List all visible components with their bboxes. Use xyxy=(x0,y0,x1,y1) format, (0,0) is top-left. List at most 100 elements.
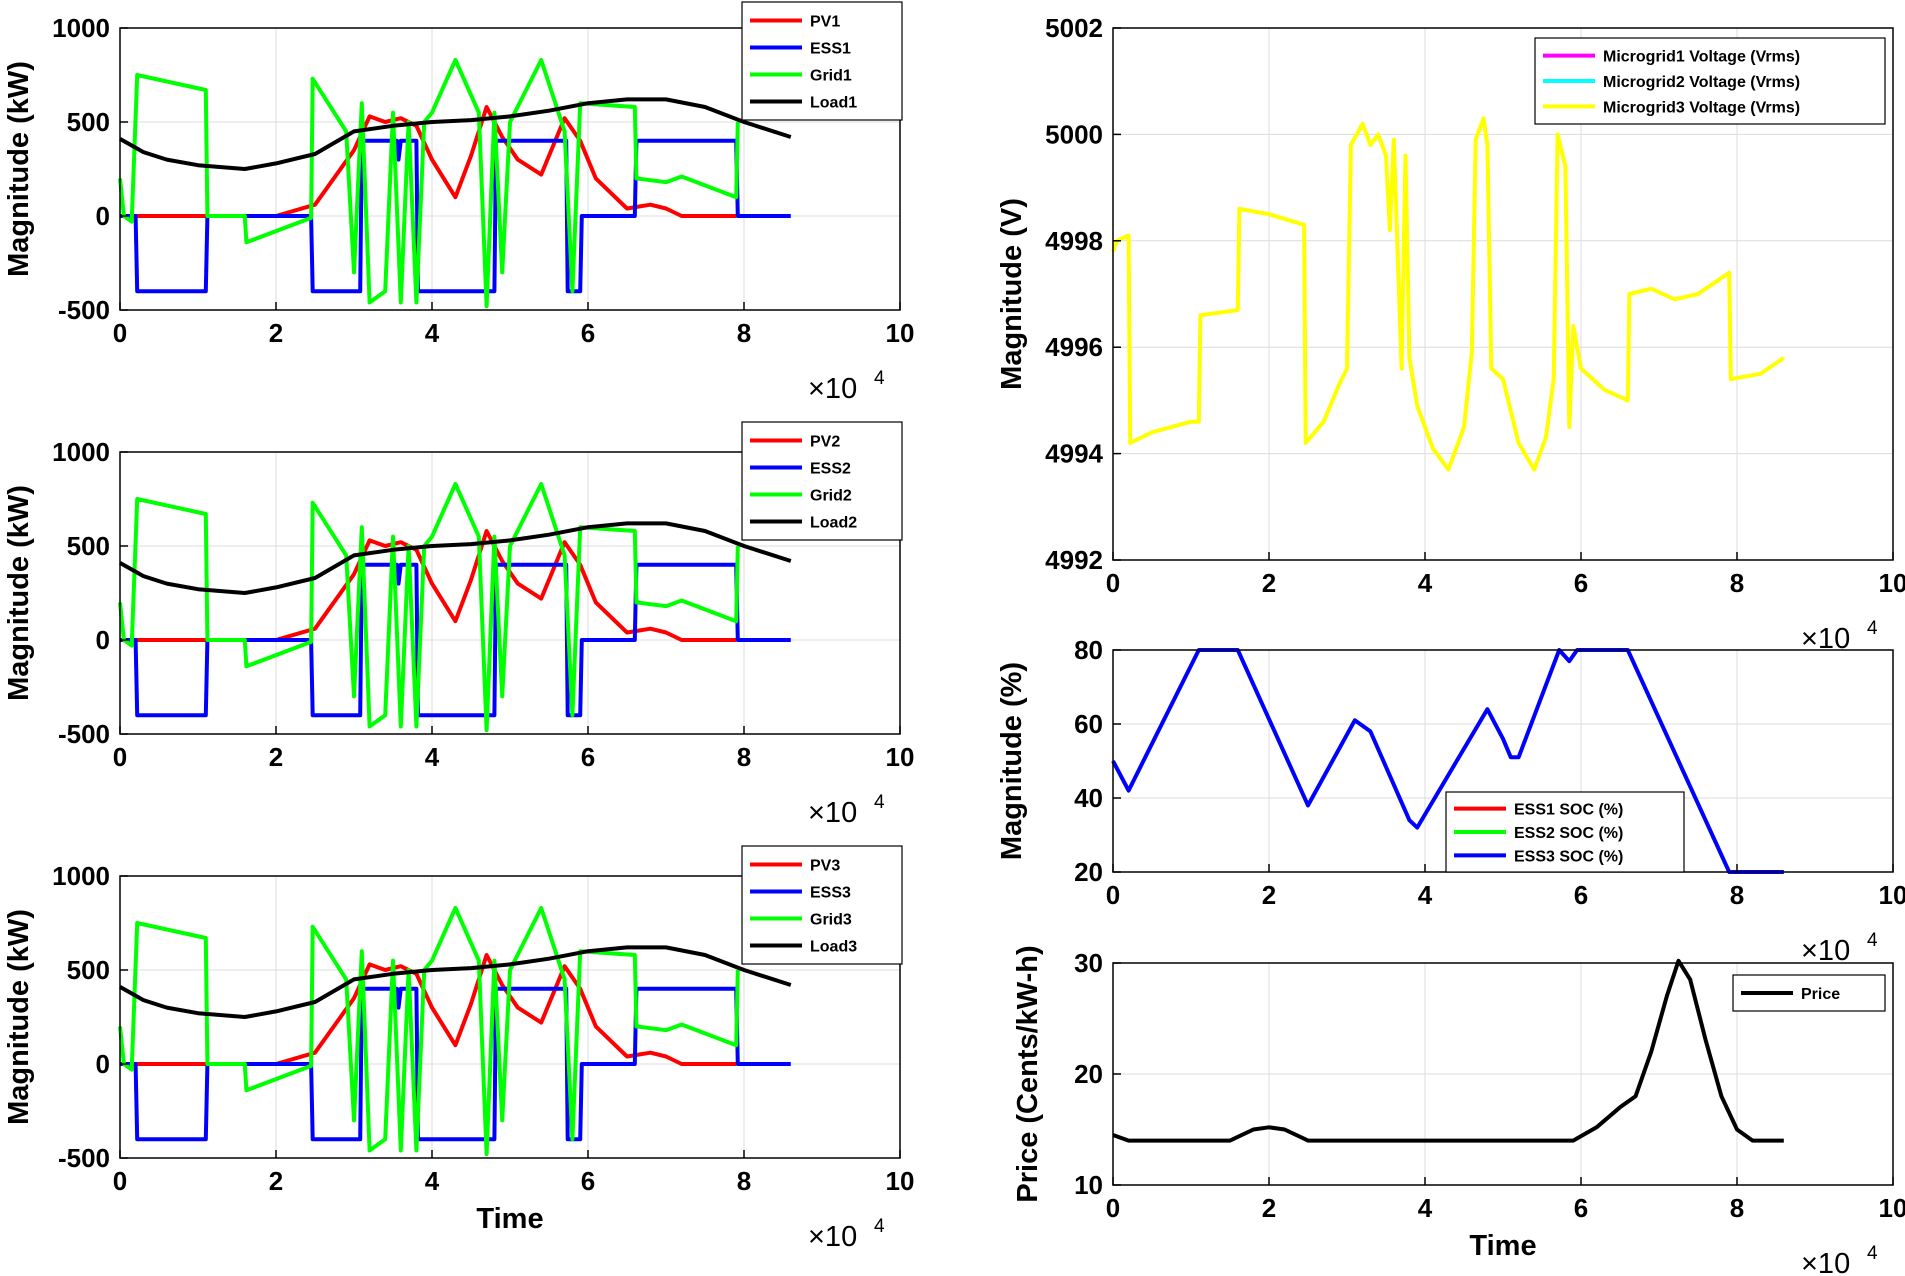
voltage-ytick-label: 4996 xyxy=(1045,332,1103,362)
price-legend: Price xyxy=(1732,974,1886,1012)
mg1-legend-label: Grid1 xyxy=(810,68,852,85)
price-xlabel: Time xyxy=(1469,1230,1536,1262)
mg1-xtick-label: 10 xyxy=(886,318,915,348)
mg1-x-multiplier: ×10 xyxy=(808,373,857,405)
mg2-series-load2 xyxy=(119,521,792,595)
mg1-ytick-label: 0 xyxy=(96,201,110,231)
price-xtick-label: 0 xyxy=(1106,1193,1120,1223)
mg1-xtick-label: 6 xyxy=(581,318,595,348)
price-x-multiplier-exp: 4 xyxy=(1867,1243,1878,1264)
voltage-series-microgrid3-voltage-vrms xyxy=(1111,116,1785,472)
price-ytick-label: 30 xyxy=(1074,948,1103,978)
mg2-ytick-label: 0 xyxy=(96,625,110,655)
mg3-legend-label: PV3 xyxy=(810,858,840,875)
mg2-xtick-label: 2 xyxy=(269,742,283,772)
mg1-ytick-label: 500 xyxy=(67,107,110,137)
soc-ytick-label: 40 xyxy=(1074,783,1103,813)
mg2-x-multiplier: ×10 xyxy=(808,797,857,829)
mg3-ytick-label: 500 xyxy=(67,955,110,985)
mg2-xtick-label: 10 xyxy=(886,742,915,772)
mg3-x-multiplier: ×10 xyxy=(808,1221,857,1253)
mg2-ytick-label: -500 xyxy=(58,719,110,749)
mg1-legend-label: ESS1 xyxy=(810,41,851,58)
mg2-ytick-label: 1000 xyxy=(52,437,110,467)
price-chart: 0 2 4 6 8 10 10 20 30 Price (Cents/kW-h) Time ×10 4 P… xyxy=(1012,945,1905,1276)
voltage-x-multiplier-exp: 4 xyxy=(1867,618,1878,639)
mg1-xtick-label: 4 xyxy=(425,318,440,348)
mg3-x-multiplier-exp: 4 xyxy=(874,1216,885,1237)
mg1-ytick-label: -500 xyxy=(58,295,110,325)
soc-chart: 0 2 4 6 8 10 20 40 60 80 Magnitude (%) ×10 4 ESS1 SOC… xyxy=(996,635,1905,967)
mg2-legend-label: PV2 xyxy=(810,434,840,451)
mg1-x-multiplier-exp: 4 xyxy=(874,368,885,389)
voltage-xtick-label: 0 xyxy=(1106,568,1120,598)
price-xtick-label: 10 xyxy=(1879,1193,1905,1223)
mg3-legend-label: ESS3 xyxy=(810,885,851,902)
voltage-xtick-label: 10 xyxy=(1879,568,1905,598)
price-xtick-label: 8 xyxy=(1730,1193,1744,1223)
mg2-legend-label: Load2 xyxy=(810,515,857,532)
price-ytick-label: 10 xyxy=(1074,1170,1103,1200)
mg3-xtick-label: 0 xyxy=(113,1166,127,1196)
mg2-ylabel: Magnitude (kW) xyxy=(3,485,35,701)
mg3-ytick-label: 1000 xyxy=(52,861,110,891)
soc-ytick-label: 20 xyxy=(1074,857,1103,887)
mg3-series-load3 xyxy=(119,945,792,1019)
mg2-legend: PV2 ESS2 Grid2 Load2 xyxy=(741,421,903,541)
mg3-ytick-label: -500 xyxy=(58,1143,110,1173)
soc-xtick-label: 6 xyxy=(1574,880,1588,910)
mg3-xtick-label: 8 xyxy=(737,1166,751,1196)
soc-xtick-label: 4 xyxy=(1418,880,1433,910)
voltage-xtick-label: 4 xyxy=(1418,568,1433,598)
voltage-ytick-label: 4992 xyxy=(1045,545,1103,575)
mg1-axes-box xyxy=(119,27,901,311)
mg2-legend-label: Grid2 xyxy=(810,488,852,505)
mg1-xtick-label: 2 xyxy=(269,318,283,348)
mg3-legend-label: Grid3 xyxy=(810,912,852,929)
price-series-price xyxy=(1112,958,1784,1143)
soc-ytick-label: 60 xyxy=(1074,709,1103,739)
soc-xtick-label: 0 xyxy=(1106,880,1120,910)
voltage-xtick-label: 8 xyxy=(1730,568,1744,598)
mg3-xtick-label: 2 xyxy=(269,1166,283,1196)
price-legend-label: Price xyxy=(1801,986,1840,1003)
soc-ytick-label: 80 xyxy=(1074,635,1103,665)
mg3-axes-box xyxy=(119,875,901,1159)
voltage-ylabel: Magnitude (V) xyxy=(996,198,1028,390)
mg3-legend: PV3 ESS3 Grid3 Load3 xyxy=(741,845,903,965)
soc-x-multiplier-exp: 4 xyxy=(1867,930,1878,951)
mg1-legend-label: Load1 xyxy=(810,95,857,112)
soc-x-multiplier: ×10 xyxy=(1801,935,1850,967)
voltage-xtick-label: 6 xyxy=(1574,568,1588,598)
price-ylabel: Price (Cents/kW-h) xyxy=(1012,945,1044,1202)
mg1-ylabel: Magnitude (kW) xyxy=(3,61,35,277)
mg2-xtick-label: 0 xyxy=(113,742,127,772)
soc-legend-label: ESS1 SOC (%) xyxy=(1514,802,1623,819)
voltage-ytick-label: 5000 xyxy=(1045,119,1103,149)
price-xtick-label: 6 xyxy=(1574,1193,1588,1223)
mg1-xtick-label: 0 xyxy=(113,318,127,348)
mg3-ylabel: Magnitude (kW) xyxy=(3,909,35,1125)
voltage-ytick-label: 5002 xyxy=(1045,13,1103,43)
mg3-xtick-label: 10 xyxy=(886,1166,915,1196)
price-xtick-label: 2 xyxy=(1262,1193,1276,1223)
voltage-ytick-label: 4994 xyxy=(1045,439,1103,469)
mg1-xtick-label: 8 xyxy=(737,318,751,348)
mg2-x-multiplier-exp: 4 xyxy=(874,792,885,813)
voltage-legend-label: Microgrid3 Voltage (Vrms) xyxy=(1603,99,1800,116)
mg1-series-load1 xyxy=(119,97,792,171)
voltage-xtick-label: 2 xyxy=(1262,568,1276,598)
price-x-multiplier: ×10 xyxy=(1801,1248,1850,1276)
soc-xtick-label: 10 xyxy=(1879,880,1905,910)
mg2-xtick-label: 8 xyxy=(737,742,751,772)
mg2-legend-label: ESS2 xyxy=(810,461,851,478)
soc-ylabel: Magnitude (%) xyxy=(996,662,1028,860)
mg3-xlabel: Time xyxy=(476,1203,543,1235)
mg3-xtick-label: 4 xyxy=(425,1166,440,1196)
voltage-legend-label: Microgrid2 Voltage (Vrms) xyxy=(1603,74,1800,91)
soc-legend-label: ESS3 SOC (%) xyxy=(1514,848,1623,865)
